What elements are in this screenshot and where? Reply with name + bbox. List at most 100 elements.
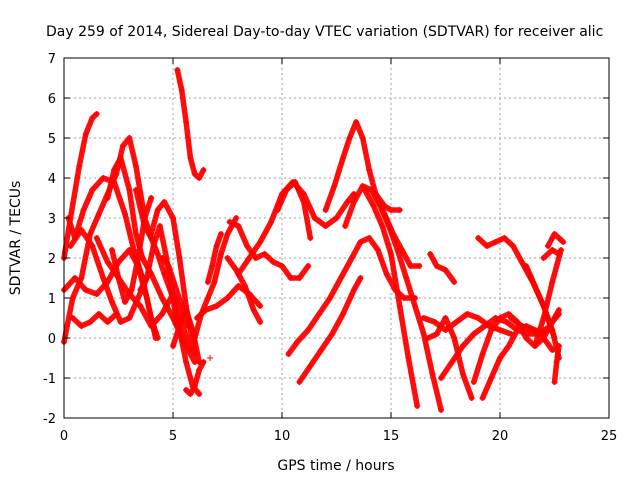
data-point <box>431 319 438 325</box>
data-point <box>540 335 547 341</box>
data-point <box>337 275 344 281</box>
data-point <box>518 323 525 329</box>
data-point <box>427 251 434 257</box>
data-point <box>405 355 412 361</box>
y-tick-label: 3 <box>48 212 56 227</box>
series-trace <box>545 231 566 249</box>
y-tick-label: 0 <box>48 332 56 347</box>
data-point <box>235 283 242 289</box>
data-point <box>350 199 357 205</box>
data-point <box>442 315 449 321</box>
data-point <box>549 347 556 353</box>
data-point <box>137 287 144 293</box>
series-arc-15 <box>191 215 240 341</box>
data-point <box>331 183 338 189</box>
data-point <box>161 199 168 205</box>
series-arc-41 <box>159 255 192 329</box>
chart-title: Day 259 of 2014, Sidereal Day-to-day VTE… <box>46 24 603 40</box>
data-point <box>475 235 482 241</box>
data-point <box>549 247 556 253</box>
data-point <box>82 287 89 293</box>
y-tick-label: 5 <box>48 132 56 147</box>
data-point <box>217 231 224 237</box>
series-trace <box>425 315 475 401</box>
data-point <box>200 167 207 173</box>
series-trace <box>174 67 207 181</box>
data-point <box>449 359 456 365</box>
data-point <box>261 251 268 257</box>
data-point <box>438 375 445 381</box>
data-point <box>305 263 312 269</box>
data-point <box>296 275 303 281</box>
data-point <box>170 343 176 349</box>
data-point <box>132 231 139 237</box>
data-point <box>224 295 231 301</box>
data-point <box>178 87 185 93</box>
data-point <box>429 371 436 377</box>
data-point <box>128 287 135 293</box>
data-point <box>396 207 403 213</box>
data-point <box>226 219 233 225</box>
data-point <box>161 271 168 277</box>
data-point <box>307 363 314 369</box>
data-point <box>483 243 490 249</box>
series-arc-05 <box>67 227 150 325</box>
data-point <box>257 239 264 245</box>
data-point <box>322 207 329 213</box>
data-point <box>503 319 510 325</box>
x-tick-labels: 0 5 10 15 20 25 <box>60 429 617 444</box>
data-point <box>217 251 224 257</box>
y-tick-label: -2 <box>43 412 56 427</box>
data-point <box>93 235 100 241</box>
data-point <box>359 183 366 189</box>
data-point <box>137 303 144 309</box>
series-arc-14 <box>174 67 207 181</box>
data-point <box>196 175 203 181</box>
data-point <box>470 379 477 385</box>
data-point <box>540 255 547 261</box>
x-tick-label: 20 <box>492 429 509 444</box>
data-point <box>488 327 495 333</box>
data-point <box>209 263 216 269</box>
series-arc-20 <box>274 179 314 241</box>
data-point <box>93 111 100 117</box>
data-point <box>350 287 357 293</box>
data-point <box>553 359 560 365</box>
series-arc-27 <box>427 251 458 285</box>
data-point <box>95 311 102 317</box>
data-point <box>401 295 408 301</box>
data-point <box>329 331 336 337</box>
data-point <box>518 259 525 265</box>
data-point <box>178 303 185 309</box>
data-point <box>104 259 111 265</box>
data-point <box>117 155 124 161</box>
data-point <box>78 323 85 329</box>
data-point <box>453 319 460 325</box>
data-point <box>300 199 307 205</box>
data-point <box>403 275 410 281</box>
data-point <box>318 347 325 353</box>
data-point <box>361 187 368 193</box>
data-point <box>100 275 107 281</box>
data-point <box>135 255 142 261</box>
data-point <box>154 207 161 213</box>
data-point <box>150 243 157 249</box>
data-point <box>191 171 198 177</box>
data-point <box>183 119 190 125</box>
data-point <box>353 119 360 125</box>
data-point <box>148 323 155 329</box>
data-point <box>416 263 423 269</box>
data-point <box>104 319 111 325</box>
data-point <box>69 315 76 321</box>
data-point <box>257 303 264 309</box>
data-point <box>307 235 314 241</box>
series-arc-24 <box>342 183 445 413</box>
data-point <box>359 135 366 141</box>
series-arc-36 <box>544 231 567 249</box>
series-arc-37 <box>540 247 562 261</box>
data-point <box>316 311 323 317</box>
grid <box>64 58 609 418</box>
data-point <box>200 359 207 365</box>
data-point <box>252 255 259 261</box>
data-point <box>433 263 440 269</box>
